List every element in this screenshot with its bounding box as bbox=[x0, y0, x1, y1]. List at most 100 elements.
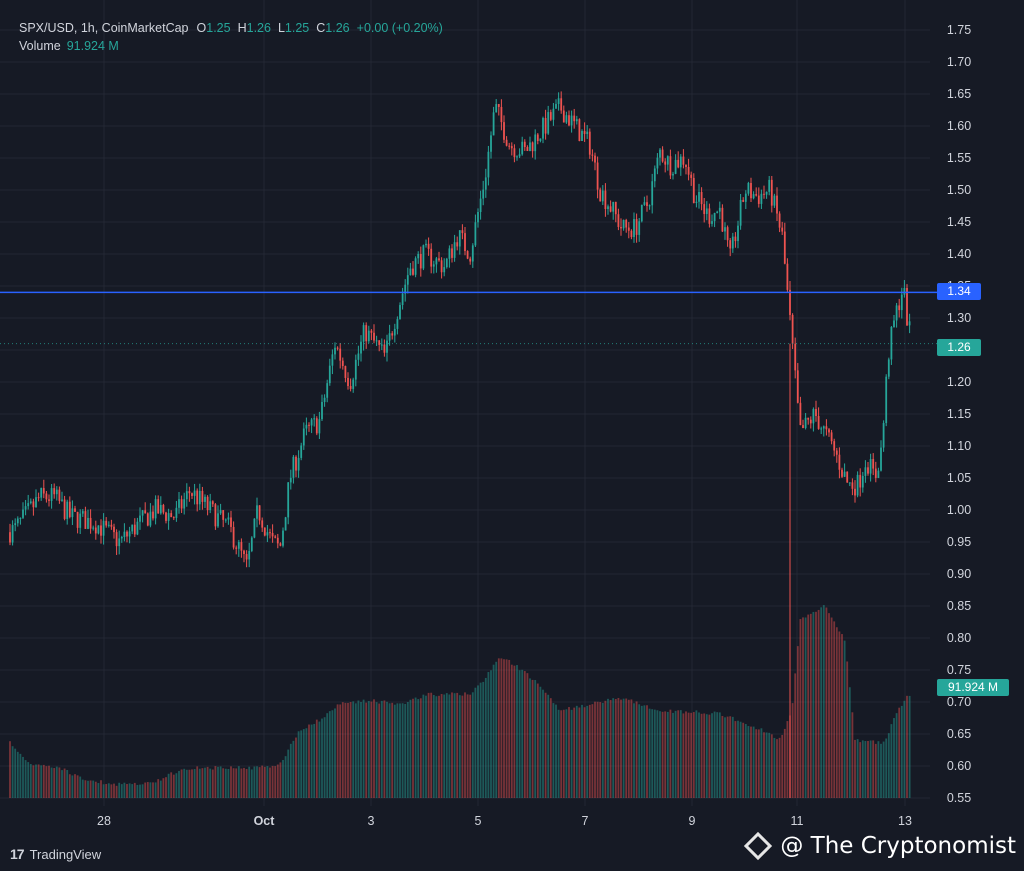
volume-bar bbox=[149, 782, 152, 798]
volume-bar bbox=[188, 769, 191, 798]
volume-bar bbox=[448, 694, 451, 798]
volume-bar bbox=[760, 728, 763, 798]
volume-bar bbox=[464, 692, 466, 798]
candle-body bbox=[750, 183, 752, 199]
volume-bar bbox=[635, 701, 638, 798]
volume-bar bbox=[900, 705, 903, 798]
volume-bar bbox=[152, 782, 154, 798]
candle-body bbox=[484, 177, 487, 190]
x-tick-label: 7 bbox=[582, 814, 589, 828]
candle-body bbox=[890, 327, 893, 360]
volume-bar bbox=[495, 661, 498, 798]
candle-body bbox=[594, 155, 596, 163]
candle-body bbox=[269, 532, 271, 534]
volume-bar bbox=[16, 751, 19, 798]
volume-bar bbox=[716, 712, 719, 798]
level-price-tag[interactable]: 1.34 bbox=[937, 283, 981, 300]
volume-bar bbox=[742, 722, 745, 798]
candle-body bbox=[24, 506, 27, 510]
candle-body bbox=[118, 538, 121, 547]
candle-body bbox=[326, 383, 329, 398]
candle-body bbox=[549, 112, 552, 120]
volume-bar bbox=[102, 784, 105, 798]
volume-bar bbox=[250, 769, 253, 798]
volume-bar bbox=[209, 768, 212, 798]
volume-bar bbox=[224, 768, 227, 798]
volume-bar bbox=[815, 611, 817, 798]
volume-bar bbox=[279, 762, 282, 798]
candle-body bbox=[568, 115, 570, 126]
volume-bar bbox=[11, 746, 14, 798]
candle-body bbox=[417, 253, 420, 259]
candle-body bbox=[539, 138, 542, 141]
candle-body bbox=[230, 517, 232, 527]
candle-body bbox=[887, 359, 890, 377]
volume-bar bbox=[404, 703, 407, 798]
volume-bar bbox=[45, 766, 48, 798]
volume-bar bbox=[74, 774, 76, 798]
volume-bar bbox=[895, 713, 898, 798]
y-tick-label: 1.65 bbox=[947, 87, 971, 101]
candle-body bbox=[581, 131, 583, 141]
y-tick-label: 1.40 bbox=[947, 247, 971, 261]
candle-body bbox=[591, 154, 594, 156]
candle-body bbox=[263, 527, 266, 536]
volume-bar bbox=[614, 699, 617, 798]
volume-bar bbox=[289, 743, 292, 798]
volume-bar bbox=[539, 686, 542, 798]
volume-bar bbox=[903, 700, 906, 798]
candle-body bbox=[365, 325, 368, 342]
candle-body bbox=[690, 174, 693, 178]
candle-body bbox=[822, 426, 825, 429]
volume-bar bbox=[583, 707, 586, 798]
candle-body bbox=[575, 119, 578, 122]
y-tick-label: 1.55 bbox=[947, 151, 971, 165]
volume-bar bbox=[193, 769, 196, 798]
candle-body bbox=[367, 330, 370, 342]
y-tick-label: 0.85 bbox=[947, 599, 971, 613]
volume-bar bbox=[214, 766, 217, 798]
volume-bar bbox=[422, 694, 425, 798]
candle-body bbox=[235, 547, 238, 549]
candle-body bbox=[427, 243, 430, 249]
volume-bar bbox=[126, 784, 128, 798]
candle-body bbox=[698, 192, 700, 202]
candle-body bbox=[734, 236, 737, 242]
volume-bar bbox=[222, 768, 225, 798]
volume-bar bbox=[664, 711, 667, 798]
tradingview-logo[interactable]: 17 TradingView bbox=[10, 846, 101, 862]
candle-body bbox=[128, 531, 131, 537]
candle-body bbox=[508, 145, 511, 147]
volume-bar bbox=[427, 692, 430, 798]
volume-bar bbox=[240, 768, 243, 798]
volume-bar bbox=[906, 695, 908, 798]
last-price-tag[interactable]: 1.26 bbox=[937, 339, 981, 356]
candle-body bbox=[752, 194, 755, 199]
watermark: @ The Cryptonomist bbox=[744, 831, 1016, 861]
volume-bar bbox=[581, 704, 583, 798]
candle-body bbox=[141, 510, 144, 516]
volume-bar bbox=[435, 696, 438, 798]
candle-body bbox=[456, 242, 459, 247]
candle-body bbox=[11, 525, 14, 543]
volume-bar bbox=[773, 737, 776, 798]
volume-bar bbox=[872, 740, 875, 798]
volume-bar bbox=[357, 700, 360, 798]
volume-bar bbox=[721, 716, 724, 798]
candle-body bbox=[812, 409, 815, 424]
candle-body bbox=[646, 202, 648, 206]
candle-body bbox=[864, 467, 867, 476]
y-tick-label: 0.90 bbox=[947, 567, 971, 581]
candle-body bbox=[279, 543, 282, 546]
volume-bar bbox=[744, 723, 747, 798]
high-value: 1.26 bbox=[246, 21, 271, 35]
volume-bar bbox=[887, 733, 890, 798]
volume-bar bbox=[677, 710, 680, 798]
candle-body bbox=[139, 515, 141, 522]
volume-layer bbox=[9, 605, 911, 798]
volume-bar bbox=[523, 671, 526, 798]
volume-bar bbox=[266, 766, 269, 798]
open-label: O bbox=[196, 21, 207, 35]
volume-tag[interactable]: 91.924 M bbox=[937, 679, 1009, 696]
